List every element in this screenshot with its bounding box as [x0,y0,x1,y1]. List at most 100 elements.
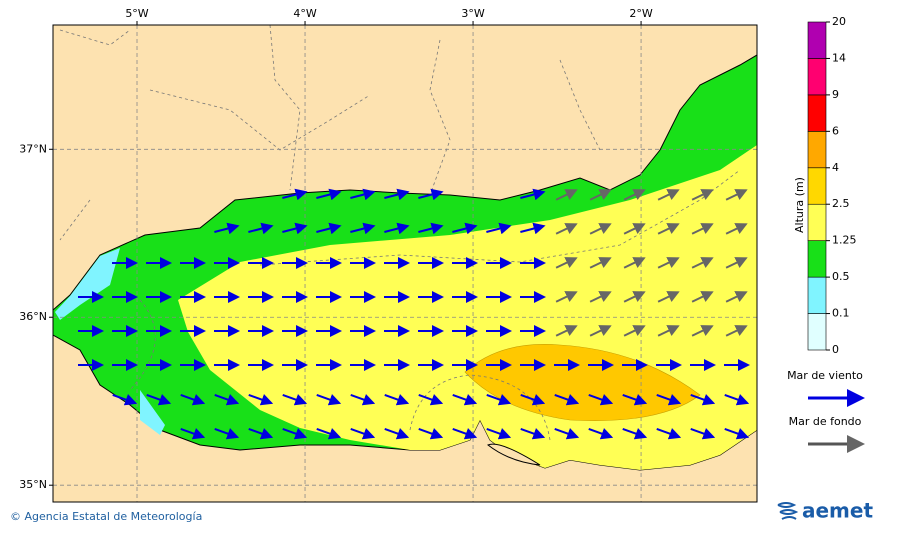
wind-arrow [656,427,682,440]
swell-arrow [725,257,748,269]
swell-arrow [623,257,646,269]
swell-arrow [555,257,578,269]
wind-arrow [418,222,444,235]
legend-label: Mar de fondo [789,415,862,428]
credit: © Agencia Estatal de Meteorología [10,510,202,523]
wind-arrow [418,393,444,406]
colorbar-label: 1.25 [832,234,857,247]
colorbar-segment [807,203,827,241]
wind-arrow [384,222,410,235]
wind-arrow [452,427,478,440]
wind-arrow [112,393,138,406]
wind-arrow [350,222,376,235]
swell-arrow [657,325,680,337]
sea-cyan [55,248,165,435]
wind-arrow [316,188,342,201]
wind-arrow [486,393,512,406]
swell-arrow [589,189,612,201]
wind-arrow [180,427,206,440]
swell-arrow [691,325,714,337]
colorbar-segment [807,313,827,351]
swell-arrow [657,189,680,201]
swell-arrow [623,325,646,337]
colorbar-label: 0.1 [832,307,850,320]
wind-arrow [622,427,648,440]
y-tick-label: 37°N [19,142,47,155]
wind-arrow [180,393,206,406]
arrows [78,188,750,440]
wind-arrow [724,393,750,406]
swell-arrow [555,325,578,337]
swell-arrow [589,257,612,269]
colorbar-label: 4 [832,161,839,174]
wind-arrow [520,427,546,440]
colorbar-label: 0.5 [832,270,850,283]
islet [487,443,541,466]
wind-arrow [588,427,614,440]
colorbar-label: 2.5 [832,197,850,210]
wind-arrow [248,427,274,440]
swell-arrow [725,223,748,235]
swell-arrow [623,223,646,235]
map [53,25,757,502]
wind-arrow [282,427,308,440]
colorbar-label: 0 [832,343,839,356]
wind-arrow [690,427,716,440]
wind-arrow [588,393,614,406]
colorbar-label: 20 [832,15,846,28]
wind-arrow [622,393,648,406]
wind-arrow [350,427,376,440]
x-tick-label: 2°W [629,7,652,20]
colorbar-label: 6 [832,124,839,137]
swell-arrow [555,291,578,303]
wind-arrow [690,393,716,406]
map-frame [52,24,758,503]
logo: aemet [802,499,873,523]
y-tick-label: 35°N [19,478,47,491]
colorbar-segment [807,21,827,59]
swell-arrow [555,189,578,201]
swell-arrow [691,189,714,201]
wind-arrow [418,188,444,201]
swell-arrow [725,189,748,201]
colorbar-segment [807,131,827,169]
wind-arrow [214,427,240,440]
wind-arrow [316,222,342,235]
wind-arrow [554,393,580,406]
colorbar-segment [807,94,827,132]
swell-arrow [691,257,714,269]
wind-arrow [384,393,410,406]
colorbar-title: Altura (m) [793,177,806,233]
wind-arrow [656,393,682,406]
axes: 5°W 4°W 3°W 2°W 37°N 36°N 35°N [19,7,653,491]
border [59,25,741,441]
wind-arrow [554,427,580,440]
logo-mark [777,502,799,520]
swell-arrow [589,223,612,235]
swell-arrow [589,325,612,337]
colorbar: 0 0.1 0.5 1.25 2.5 4 6 9 14 20 [807,15,857,356]
x-tick-label: 4°W [293,7,316,20]
swell-arrow [555,223,578,235]
wind-arrow [520,188,546,201]
wind-arrow [384,188,410,201]
wind-arrow [486,222,512,235]
wind-arrow [520,222,546,235]
swell-arrow [589,291,612,303]
wind-arrow [214,393,240,406]
wind-arrow [316,427,342,440]
wind-arrow [486,427,512,440]
colorbar-segment [807,58,827,96]
colorbar-segment [807,240,827,278]
swell-arrow [691,223,714,235]
wind-arrow [214,222,240,235]
legend: Mar de viento Mar de fondo [787,369,865,453]
swell-arrow [691,291,714,303]
wind-arrow [452,393,478,406]
legend-label: Mar de viento [787,369,863,382]
wind-arrow [350,188,376,201]
y-tick-label: 36°N [19,310,47,323]
wind-arrow [452,222,478,235]
wind-arrow [282,222,308,235]
